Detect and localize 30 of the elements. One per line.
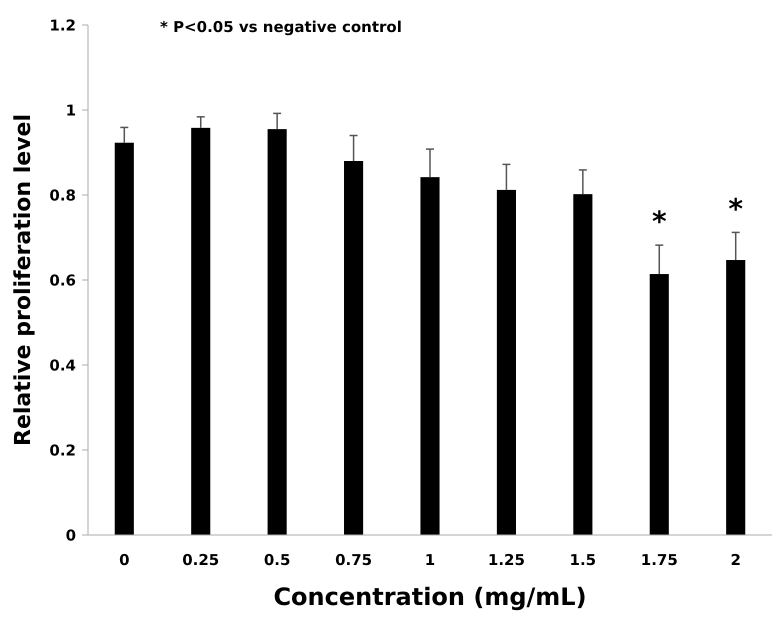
- bar: [344, 161, 364, 535]
- annotation: * P<0.05 vs negative control: [160, 18, 402, 36]
- x-tick-label: 1.75: [640, 551, 678, 569]
- bar: [191, 128, 210, 535]
- x-tick-label: 0.5: [264, 551, 290, 569]
- bar: [114, 142, 134, 535]
- x-tick-label: 0.75: [335, 551, 372, 569]
- y-tick-label: 1: [66, 101, 76, 120]
- bar: [650, 274, 669, 535]
- x-tick-label: 1.25: [488, 551, 525, 569]
- y-tick-label: 0.6: [49, 271, 76, 290]
- x-tick-label: 0: [119, 551, 130, 569]
- bar: [268, 129, 287, 535]
- bar: [726, 260, 746, 535]
- y-tick-label: 0: [66, 526, 76, 544]
- x-tick-label: 1.5: [570, 551, 596, 569]
- x-tick-label: 2: [730, 551, 741, 569]
- bar: [496, 190, 516, 535]
- y-axis-title: Relative proliferation level: [11, 114, 36, 446]
- y-tick-label: 0.4: [49, 356, 76, 374]
- bar: [573, 194, 592, 535]
- y-tick-label: 1.2: [49, 16, 76, 34]
- x-tick-label: 0.25: [182, 551, 220, 569]
- annotation: *: [652, 205, 667, 238]
- y-tick-label: 0.2: [49, 441, 76, 460]
- y-tick-label: 0.8: [49, 186, 76, 204]
- x-axis-title: Concentration (mg/mL): [273, 583, 587, 611]
- annotation: *: [728, 192, 744, 226]
- x-tick-label: 1: [424, 551, 436, 569]
- bar: [420, 177, 440, 535]
